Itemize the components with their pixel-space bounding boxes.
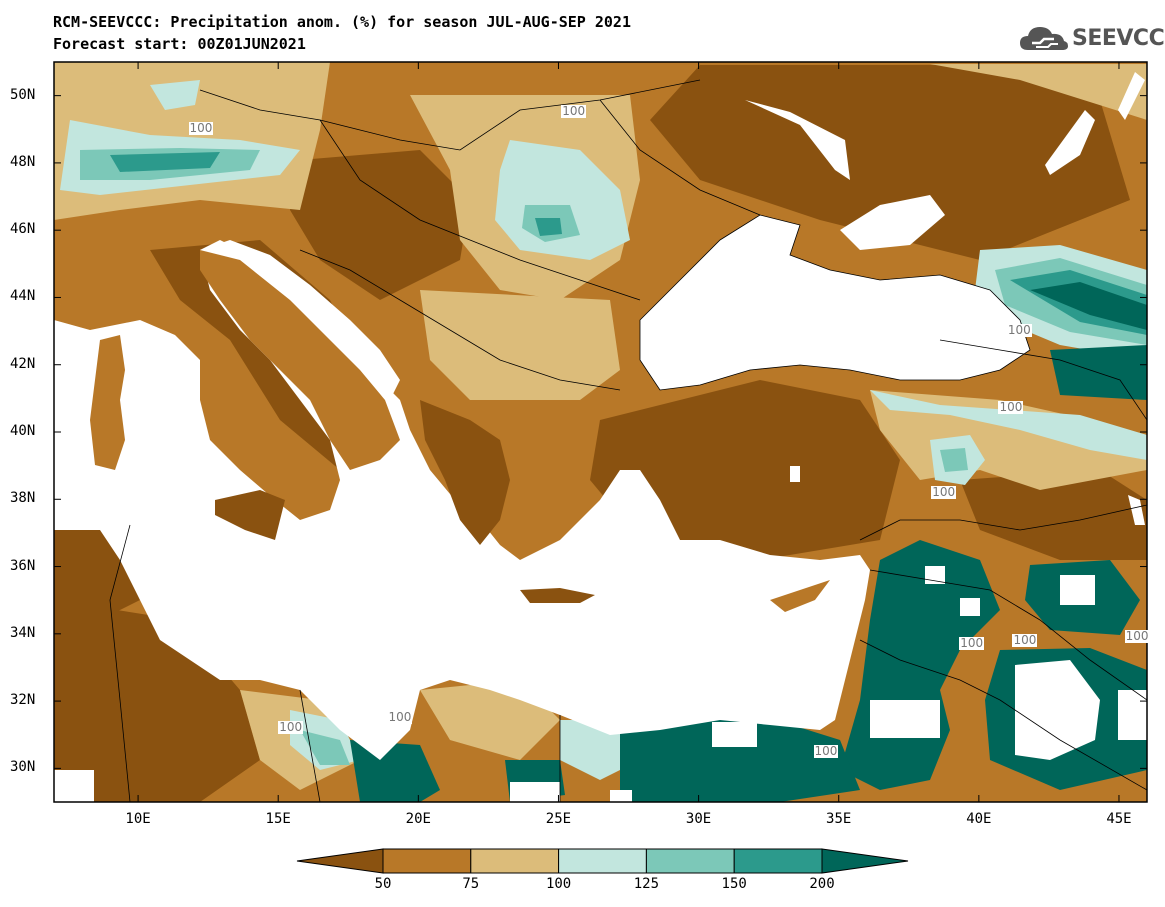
anomaly-zone-very-dry [290, 150, 470, 300]
lon-tick-label: 25E [545, 811, 572, 827]
no-data-area [1060, 575, 1095, 605]
no-data-area [790, 466, 800, 482]
anomaly-zone-very-dry [960, 470, 1147, 560]
anomaly-zone-wet-strong [110, 152, 220, 172]
lat-tick-label: 34N [10, 624, 36, 641]
country-border [859, 639, 1147, 791]
seevccc-logo: SEEVCCC [1018, 24, 1165, 52]
lat-tick-label: 40N [10, 423, 36, 439]
anomaly-zone-very-dry [650, 65, 1130, 260]
country-border [319, 119, 641, 301]
corsica-sardinia [90, 335, 125, 470]
contour-label: 100 [278, 720, 304, 734]
anomaly-zone-dry [930, 64, 1147, 120]
no-data-area [610, 790, 632, 802]
country-border [299, 689, 321, 802]
no-data-area [54, 770, 94, 802]
anomaly-zone-wet-extreme [350, 740, 440, 802]
logo-text: SEEVCCC [1072, 25, 1165, 51]
lon-tick-label: 20E [405, 811, 431, 827]
contour-label: 100 [1012, 632, 1038, 647]
lon-tick-label: 35E [826, 811, 852, 827]
anomaly-zone-wet-light [870, 390, 1147, 460]
lon-tick-label: 15E [265, 811, 291, 827]
country-border [939, 339, 1147, 421]
contour-label: 100 [1124, 629, 1150, 644]
chart-subtitle: Forecast start: 00Z01JUN2021 [53, 35, 306, 53]
black-sea [640, 215, 1030, 390]
no-data-area [960, 598, 980, 616]
contour-label: 100 [387, 709, 413, 724]
country-border [869, 569, 1147, 701]
contour-label: 100 [813, 743, 839, 758]
lat-tick-label: 30N [10, 759, 36, 776]
sea-of-azov [840, 195, 945, 250]
no-data-area [1015, 660, 1100, 760]
lat-tick-label: 38N [10, 490, 36, 507]
colorbar-label: 75 [462, 876, 480, 892]
country-border [859, 504, 1147, 541]
greece-peninsula [420, 400, 510, 545]
anomaly-zone-very-dry [54, 600, 260, 802]
colorbar [296, 848, 909, 874]
anomaly-zone-wet-light [150, 80, 200, 110]
contour-label: 100 [1006, 323, 1032, 338]
country-border [109, 524, 131, 802]
lat-tick-label: 46N [10, 221, 36, 238]
lon-tick-label: 10E [125, 811, 151, 827]
anomaly-zone-wet-extreme [620, 715, 860, 802]
colorbar-label: 125 [633, 876, 660, 892]
lat-tick-label: 48N [10, 153, 36, 170]
colorbar-segment [382, 848, 472, 874]
lat-tick-label: 42N [10, 355, 36, 372]
chart-title: RCM-SEEVCCC: Precipitation anom. (%) for… [53, 13, 631, 31]
contour-label: 100 [959, 635, 985, 650]
country-border [299, 249, 621, 391]
colorbar-segment [296, 848, 384, 874]
italy-peninsula [200, 250, 400, 470]
anomaly-zone-wet-extreme [1030, 282, 1147, 330]
cloud-icon [1020, 27, 1068, 50]
contour-label: 100 [998, 400, 1024, 415]
country-border [199, 79, 701, 151]
contour-label: 100 [188, 121, 214, 136]
no-data-area [925, 566, 945, 584]
anomaly-zone-wet-strong [535, 218, 562, 236]
colorbar-segment [558, 848, 647, 874]
contour-label: 100 [561, 104, 587, 119]
no-data-area [745, 100, 850, 180]
no-data-area [1128, 495, 1145, 525]
no-data-area [510, 782, 560, 802]
colorbar-label: 200 [809, 876, 835, 892]
colorbar-segment [645, 848, 735, 874]
lon-tick-label: 40E [966, 811, 992, 827]
no-data-area [712, 722, 757, 747]
no-data-area [1118, 72, 1145, 120]
colorbar-label: 150 [721, 876, 747, 892]
lon-tick-label: 45E [1106, 811, 1132, 827]
lat-tick-label: 50N [10, 86, 36, 103]
colorbar-segment [821, 848, 909, 874]
crete [520, 588, 595, 603]
sicily [215, 490, 285, 540]
anomaly-zone-dry [420, 290, 620, 400]
contour-label: 100 [931, 484, 957, 499]
colorbar-label: 100 [545, 876, 572, 892]
colorbar-segment [733, 848, 823, 874]
colorbar-label: 50 [374, 876, 392, 892]
no-data-area [1118, 690, 1147, 740]
lat-tick-label: 32N [10, 692, 36, 709]
lat-tick-label: 36N [10, 557, 36, 574]
no-data-area [870, 700, 940, 738]
country-border [599, 99, 761, 216]
colorbar-segment [470, 848, 560, 874]
cyprus [770, 580, 830, 612]
anomaly-zone-wet [940, 448, 968, 472]
lat-tick-label: 44N [10, 288, 36, 305]
anomaly-zone-wet [300, 730, 350, 765]
mediterranean-sea [54, 240, 870, 760]
lon-tick-label: 30E [685, 811, 712, 827]
no-data-area [1045, 110, 1095, 175]
